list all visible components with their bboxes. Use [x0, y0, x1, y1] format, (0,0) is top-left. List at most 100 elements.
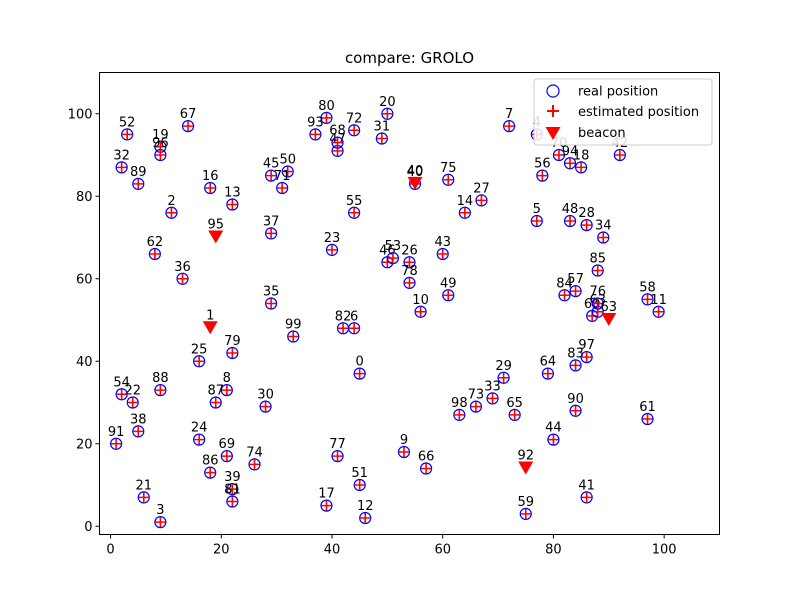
beacon-label: 1: [206, 308, 214, 323]
beacon-marker: [518, 461, 534, 475]
node-78: 78: [401, 264, 418, 289]
node-7: 7: [503, 107, 516, 133]
y-tick-label: 100: [68, 107, 93, 122]
node-87: 87: [207, 384, 224, 409]
node-label: 59: [517, 495, 534, 510]
node-56: 56: [534, 157, 551, 182]
node-66: 66: [418, 450, 435, 475]
node-label: 85: [589, 252, 606, 267]
node-38: 38: [130, 412, 147, 438]
estimated-position-marker: [116, 389, 127, 400]
estimated-position-marker: [221, 451, 232, 462]
node-label: 55: [346, 194, 363, 209]
estimated-position-marker: [509, 409, 520, 420]
estimated-position-marker: [227, 199, 238, 210]
node-label: 65: [506, 396, 523, 411]
estimated-position-marker: [194, 434, 205, 445]
beacon-marker: [208, 230, 224, 244]
node-label: 45: [263, 157, 280, 172]
node-48: 48: [562, 202, 579, 228]
node-39: 39: [224, 470, 241, 496]
estimated-position-marker: [570, 360, 581, 371]
node-97: 97: [578, 338, 595, 364]
estimated-position-marker: [210, 397, 221, 408]
plot-area-frame: [99, 72, 720, 535]
estimated-position-marker: [581, 220, 592, 231]
real-position-marker: [193, 355, 206, 368]
estimated-position-marker: [531, 216, 542, 226]
real-position-marker: [497, 371, 510, 384]
legend-estimated-position-label: estimated position: [578, 105, 699, 120]
real-position-marker: [569, 285, 582, 298]
real-position-marker: [165, 206, 178, 219]
node-52: 52: [119, 115, 135, 141]
node-54: 54: [113, 375, 130, 401]
node-label: 34: [595, 219, 612, 234]
real-position-marker: [287, 330, 300, 343]
estimated-position-marker: [398, 447, 409, 457]
real-position-marker: [193, 433, 206, 446]
x-tick-label: 40: [324, 543, 341, 558]
node-59: 59: [517, 495, 534, 520]
node-label: 48: [562, 202, 579, 217]
node-label: 12: [357, 499, 374, 514]
real-position-marker: [442, 173, 455, 186]
node-61: 61: [639, 400, 656, 426]
node-26: 26: [401, 243, 418, 269]
node-label: 76: [589, 285, 606, 300]
node-29: 29: [495, 359, 512, 384]
real-position-marker: [580, 351, 593, 364]
node-label: 67: [180, 107, 197, 122]
node-93: 93: [307, 115, 324, 141]
real-position-marker: [386, 252, 399, 265]
node-20: 20: [379, 95, 396, 120]
node-22: 22: [124, 384, 141, 409]
real-position-marker: [154, 148, 167, 162]
node-label: 66: [418, 450, 435, 465]
real-position-marker: [204, 181, 217, 195]
node-84: 84: [556, 276, 573, 302]
real-position-marker: [641, 293, 654, 306]
estimated-position-marker: [459, 207, 470, 218]
beacon-40: 40: [407, 164, 423, 190]
real-position-marker: [519, 507, 532, 520]
estimated-position-marker: [581, 492, 592, 503]
real-position-marker: [110, 437, 123, 450]
node-43: 43: [434, 235, 451, 261]
legend-beacon-marker: [545, 127, 561, 140]
node-82: 82: [335, 309, 351, 335]
node-label: 0: [356, 355, 364, 370]
real-position-marker: [397, 445, 411, 459]
y-tick-label: 60: [76, 272, 93, 287]
node-73: 73: [468, 388, 484, 413]
estimated-position-marker: [177, 273, 188, 284]
real-position-marker: [591, 264, 604, 277]
x-tick-label: 60: [434, 543, 451, 558]
real-position-marker: [226, 346, 239, 360]
node-76: 76: [589, 285, 606, 310]
y-tick-label: 20: [76, 437, 93, 452]
estimated-position-marker: [548, 434, 559, 445]
estimated-position-marker: [183, 121, 194, 132]
node-label: 77: [329, 437, 346, 452]
node-94: 94: [562, 144, 578, 170]
node-12: 12: [357, 499, 374, 525]
marks-layer: 0234567891011121314161718192021222324252…: [108, 95, 667, 529]
estimated-position-marker: [327, 244, 337, 255]
estimated-position-marker: [443, 290, 454, 301]
estimated-position-marker: [570, 286, 581, 297]
legend-estimated-position-marker: [547, 105, 559, 117]
real-position-marker: [248, 458, 261, 471]
node-2: 2: [165, 194, 178, 219]
legend-box: [533, 78, 713, 146]
estimated-position-marker: [565, 216, 576, 226]
estimated-position-marker: [149, 249, 160, 259]
legend: real position estimated position beacon: [533, 78, 713, 146]
estimated-position-marker: [387, 253, 398, 264]
real-position-marker: [348, 124, 361, 137]
estimated-position-marker: [332, 451, 343, 462]
estimated-position-marker: [570, 405, 581, 416]
node-label: 71: [274, 169, 291, 184]
legend-beacon-label: beacon: [578, 126, 626, 141]
